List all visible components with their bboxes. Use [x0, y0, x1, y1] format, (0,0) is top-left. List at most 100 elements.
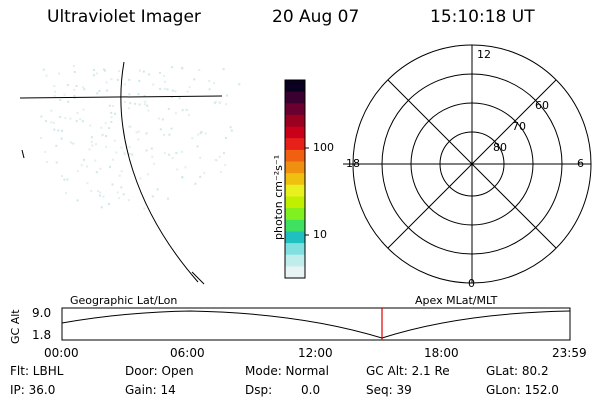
speckle: [76, 199, 79, 202]
colorbar-swatch: [285, 184, 305, 197]
mlt-label-12: 12: [477, 48, 491, 61]
speckle: [163, 134, 165, 136]
speckle: [138, 79, 141, 82]
speckle: [224, 137, 227, 139]
speckle: [50, 121, 53, 124]
speckle: [159, 71, 161, 74]
speckle: [82, 86, 85, 89]
info-flt: Flt: LBHL: [10, 364, 64, 378]
speckle: [223, 152, 225, 155]
speckle: [129, 125, 132, 128]
speckle: [95, 72, 98, 75]
speckle: [110, 121, 113, 123]
polar-diagonal-b: [387, 79, 557, 249]
colorbar-swatch: [285, 138, 305, 151]
colorbar-swatch: [285, 173, 305, 186]
speckle: [151, 195, 154, 198]
speckle: [184, 166, 187, 169]
speckle: [53, 85, 56, 87]
speckle: [98, 90, 101, 92]
speckle: [45, 74, 48, 77]
speckle: [128, 152, 131, 155]
speckle: [196, 145, 199, 148]
speckle: [114, 112, 117, 115]
speckle: [64, 117, 67, 120]
speckle: [131, 153, 134, 156]
speckle: [108, 127, 111, 130]
timeline-y-tick-bottom: 1.8: [32, 328, 52, 342]
speckle: [204, 132, 207, 135]
speckle: [208, 80, 211, 82]
lat-label-60: 60: [535, 99, 549, 112]
speckle: [194, 182, 197, 185]
speckle: [178, 97, 181, 100]
speckle: [186, 109, 189, 112]
speckle: [89, 124, 92, 127]
speckle: [151, 155, 154, 158]
date-label: 20 Aug 07: [272, 7, 360, 27]
speckle: [96, 92, 99, 95]
instrument-title: Ultraviolet Imager: [47, 7, 201, 27]
speckle: [86, 182, 89, 185]
geo-edge-mark: [21, 149, 25, 159]
speckle: [105, 135, 107, 138]
speckle: [95, 143, 98, 146]
speckle: [186, 90, 189, 93]
speckle: [116, 191, 119, 194]
speckle: [137, 138, 140, 141]
altitude-curve: [61, 310, 571, 339]
timeline-frame: [61, 307, 571, 341]
speckle: [118, 197, 120, 200]
speckle: [218, 155, 221, 158]
speckle: [185, 108, 187, 111]
speckle: [102, 133, 105, 136]
speckle: [200, 130, 203, 133]
info-dsp-value: 0.0: [301, 383, 321, 397]
speckle: [113, 139, 116, 142]
speckle: [120, 170, 123, 173]
lat-label-80: 80: [493, 141, 507, 154]
speckle: [181, 109, 184, 112]
speckle: [83, 158, 86, 161]
speckle: [145, 132, 148, 135]
speckle: [83, 88, 86, 91]
speckle: [91, 144, 94, 147]
speckle: [104, 69, 106, 72]
colorbar-swatch: [285, 219, 305, 232]
speckle: [225, 103, 228, 106]
speckle: [215, 159, 218, 162]
speckle: [147, 173, 150, 176]
speckle: [63, 93, 66, 96]
speckle: [127, 199, 130, 202]
speckle: [213, 101, 216, 104]
speckle: [120, 186, 123, 189]
colorbar-swatch: [285, 208, 305, 221]
speckle: [166, 88, 169, 91]
speckle: [75, 84, 78, 87]
speckle: [50, 109, 53, 112]
speckle: [174, 90, 177, 93]
speckle: [52, 121, 55, 124]
speckle: [69, 141, 72, 144]
speckle: [110, 111, 113, 114]
speckle: [128, 78, 131, 81]
speckle: [203, 172, 206, 175]
speckle: [61, 129, 63, 132]
speckle: [167, 107, 170, 110]
speckle: [180, 67, 183, 70]
speckle: [123, 151, 126, 154]
speckle: [63, 178, 66, 181]
colorbar-swatch: [285, 243, 305, 256]
info-glat: GLat: 80.2: [486, 364, 549, 378]
speckle: [167, 197, 169, 200]
speckle: [198, 68, 201, 71]
speckle: [191, 137, 194, 140]
speckle: [229, 126, 232, 129]
speckle: [99, 194, 102, 197]
speckle: [86, 165, 88, 168]
info-ip: IP: 36.0: [10, 383, 56, 397]
speckle: [80, 164, 83, 167]
timeline-x-tick-2: 12:00: [298, 346, 333, 360]
